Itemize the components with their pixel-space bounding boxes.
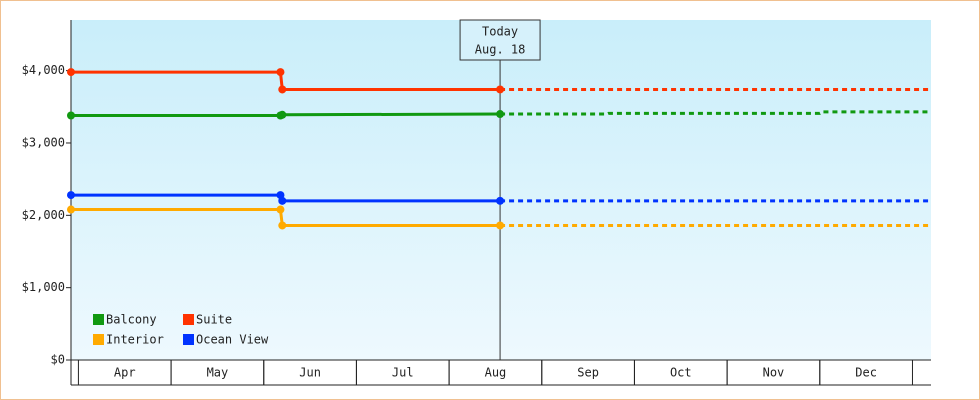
legend-label: Interior	[106, 333, 164, 347]
price-line	[71, 208, 501, 227]
price-point	[67, 111, 75, 120]
y-tick-label: $1,000	[22, 280, 65, 294]
legend-label: Ocean View	[196, 333, 269, 347]
price-point	[278, 196, 287, 205]
legend-swatch	[183, 314, 194, 325]
legend-label: Suite	[196, 313, 232, 327]
price-point	[276, 205, 285, 214]
x-tick-label: Jun	[299, 366, 321, 380]
price-point	[496, 221, 505, 230]
x-tick-label: Dec	[855, 366, 877, 380]
today-label: Today	[482, 25, 518, 39]
x-tick-label: Aug	[485, 366, 507, 380]
price-point	[496, 85, 505, 94]
x-tick-label: Sep	[577, 366, 599, 380]
price-line	[71, 70, 501, 91]
price-point	[278, 85, 287, 94]
x-tick-label: Apr	[114, 366, 136, 380]
price-point	[278, 110, 287, 119]
legend-swatch	[183, 334, 194, 345]
today-box	[459, 19, 541, 61]
y-tick-label: $2,000	[22, 208, 65, 222]
legend-swatch	[93, 314, 104, 325]
y-tick-label: $4,000	[22, 63, 65, 77]
price-point	[278, 221, 287, 230]
price-point	[496, 196, 505, 205]
price-point	[496, 110, 505, 119]
price-point	[276, 68, 285, 77]
x-tick-label: Nov	[763, 366, 785, 380]
x-tick-label: Oct	[670, 366, 692, 380]
legend-swatch	[93, 334, 104, 345]
price-point	[67, 205, 75, 214]
y-tick-label: $0	[51, 353, 65, 367]
x-tick-label: May	[207, 366, 229, 380]
price-point	[67, 191, 75, 200]
plot-area	[71, 20, 931, 360]
legend-label: Balcony	[106, 313, 157, 327]
today-label: Aug. 18	[475, 43, 526, 57]
y-tick-label: $3,000	[22, 135, 65, 149]
x-tick-label: Jul	[392, 366, 414, 380]
price-point	[67, 68, 75, 77]
